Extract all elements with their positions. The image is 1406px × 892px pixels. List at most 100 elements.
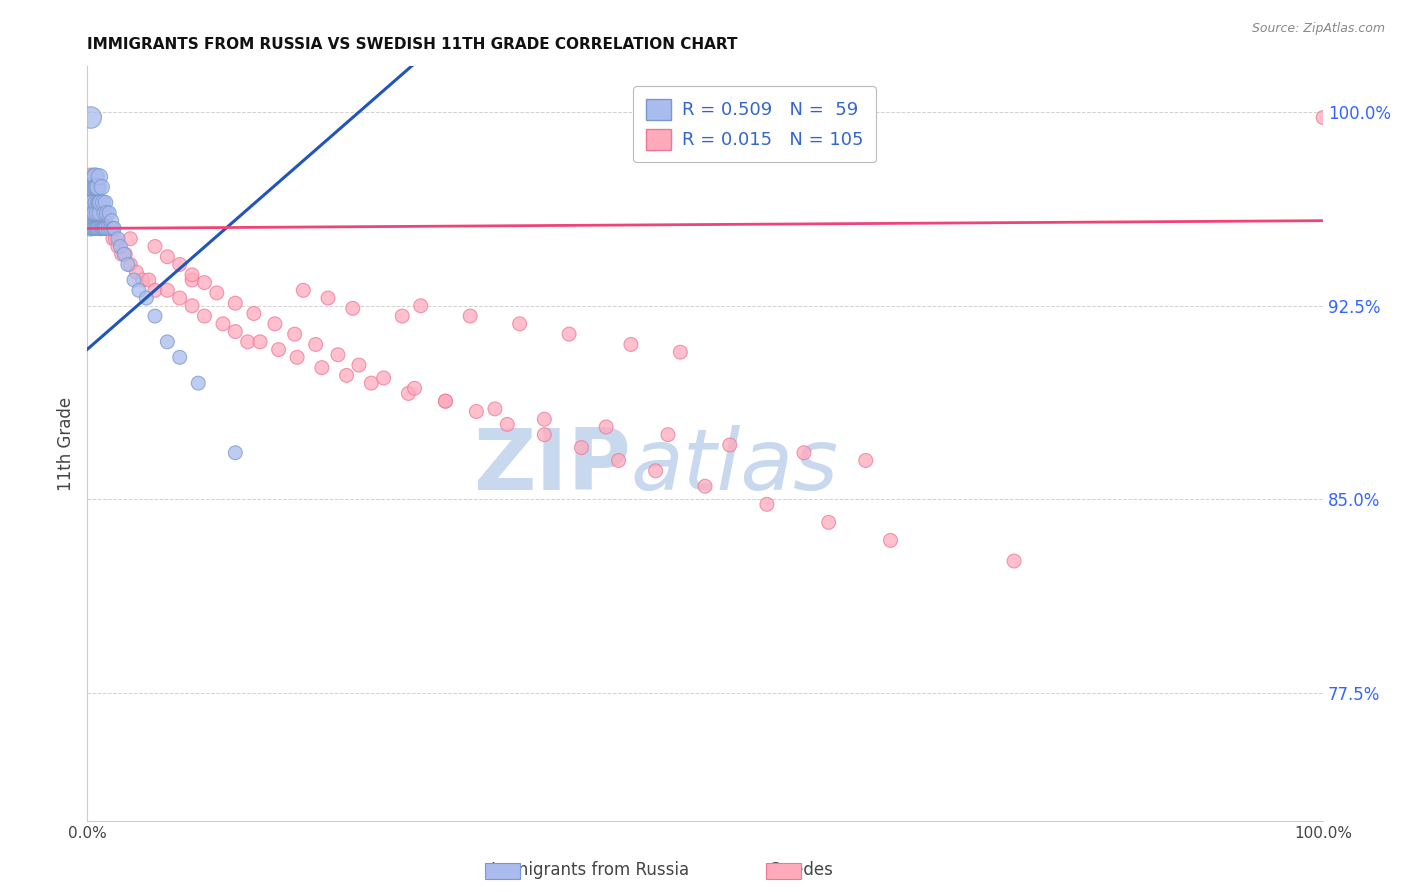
- Point: [90, 221, 112, 235]
- Point: [316, 291, 339, 305]
- Point: [89, 195, 111, 210]
- Point: [83, 206, 105, 220]
- Point: [404, 381, 426, 395]
- Text: atlas: atlas: [631, 425, 839, 508]
- Point: [93, 213, 115, 227]
- Point: [91, 221, 114, 235]
- Point: [77, 206, 100, 220]
- Point: [342, 301, 364, 316]
- Point: [89, 169, 111, 184]
- Point: [77, 180, 100, 194]
- Point: [77, 180, 100, 194]
- Point: [434, 394, 457, 409]
- Point: [284, 327, 307, 342]
- Point: [458, 309, 481, 323]
- Point: [86, 221, 108, 235]
- Point: [644, 464, 666, 478]
- Point: [103, 221, 125, 235]
- Point: [558, 327, 581, 342]
- Point: [94, 221, 117, 235]
- Point: [100, 213, 122, 227]
- Point: [292, 283, 315, 297]
- Point: [84, 213, 107, 227]
- Point: [533, 412, 555, 426]
- Point: [169, 291, 191, 305]
- Point: [793, 446, 815, 460]
- Point: [326, 348, 349, 362]
- Point: [80, 221, 103, 235]
- Point: [120, 232, 142, 246]
- Legend: R = 0.509   N =  59, R = 0.015   N = 105: R = 0.509 N = 59, R = 0.015 N = 105: [633, 87, 876, 162]
- Point: [87, 221, 110, 235]
- Point: [236, 334, 259, 349]
- Point: [84, 195, 107, 210]
- Point: [80, 195, 103, 210]
- Point: [1002, 554, 1025, 568]
- Point: [434, 394, 457, 409]
- Point: [131, 273, 153, 287]
- Point: [509, 317, 531, 331]
- Point: [391, 309, 413, 323]
- Point: [143, 283, 166, 297]
- Point: [104, 232, 127, 246]
- Point: [855, 453, 877, 467]
- Point: [90, 221, 112, 235]
- Point: [98, 206, 121, 220]
- Point: [80, 169, 103, 184]
- Point: [595, 420, 617, 434]
- Point: [120, 258, 142, 272]
- Point: [249, 334, 271, 349]
- Point: [305, 337, 328, 351]
- Point: [114, 247, 136, 261]
- Point: [90, 221, 112, 235]
- Point: [80, 111, 103, 125]
- Point: [80, 180, 103, 194]
- Point: [169, 351, 191, 365]
- Point: [89, 206, 111, 220]
- Point: [107, 232, 129, 246]
- Point: [1312, 111, 1334, 125]
- Point: [335, 368, 357, 383]
- Point: [90, 180, 112, 194]
- Point: [465, 404, 488, 418]
- Point: [82, 206, 104, 220]
- Point: [122, 273, 145, 287]
- Point: [224, 325, 246, 339]
- Point: [82, 180, 104, 194]
- Point: [264, 317, 287, 331]
- Point: [138, 273, 160, 287]
- Point: [82, 221, 104, 235]
- Point: [83, 195, 105, 210]
- Point: [80, 221, 103, 235]
- Point: [100, 221, 122, 235]
- Point: [84, 195, 107, 210]
- Point: [243, 306, 266, 320]
- Point: [143, 239, 166, 253]
- Point: [718, 438, 741, 452]
- Point: [90, 206, 112, 220]
- Point: [83, 169, 105, 184]
- Point: [82, 180, 104, 194]
- Point: [82, 195, 104, 210]
- Point: [285, 351, 308, 365]
- Point: [97, 221, 120, 235]
- Point: [533, 427, 555, 442]
- Point: [879, 533, 901, 548]
- Point: [101, 232, 124, 246]
- Point: [86, 195, 108, 210]
- Point: [817, 516, 839, 530]
- Point: [87, 195, 110, 210]
- Point: [80, 180, 103, 194]
- Point: [156, 250, 179, 264]
- Point: [79, 206, 101, 220]
- Point: [84, 180, 107, 194]
- Point: [101, 221, 124, 235]
- Point: [110, 239, 132, 253]
- Point: [193, 276, 215, 290]
- Point: [97, 221, 120, 235]
- Point: [100, 221, 122, 235]
- Point: [98, 221, 121, 235]
- Point: [90, 195, 112, 210]
- Point: [80, 180, 103, 194]
- Point: [83, 180, 105, 194]
